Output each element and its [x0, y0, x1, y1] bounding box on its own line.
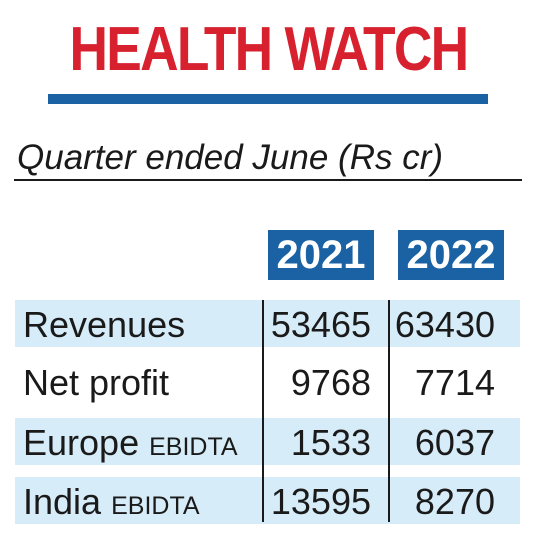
table-row: India EBIDTA 13595 8270	[15, 477, 520, 524]
value-2021: 13595	[270, 481, 371, 522]
row-background	[15, 418, 520, 465]
table-row: Europe EBIDTA 1533 6037	[15, 418, 520, 465]
title-underline	[48, 94, 488, 104]
row-label-suffix: EBIDTA	[111, 492, 200, 520]
row-label-text: India	[23, 481, 102, 522]
column-header-2021: 2021	[268, 230, 374, 280]
value-2021: 53465	[270, 304, 371, 345]
chart-title: HEALTH WATCH	[69, 15, 470, 84]
value-2021: 1533	[290, 422, 371, 463]
table-row: Net profit 9768 7714	[15, 358, 520, 405]
subtitle-underline	[14, 179, 522, 181]
row-background	[15, 477, 520, 524]
row-label-text: Revenues	[23, 304, 186, 345]
row-background	[15, 300, 520, 347]
value-2022: 63430	[394, 304, 495, 345]
value-2021: 9768	[290, 362, 371, 403]
row-label-suffix: EBIDTA	[149, 433, 238, 461]
table-row: Revenues 53465 63430	[15, 300, 520, 347]
row-label: Revenues	[23, 300, 185, 347]
value-2022: 6037	[414, 422, 495, 463]
value-2022: 7714	[414, 362, 495, 403]
row-label: India EBIDTA	[23, 477, 200, 524]
row-label: Net profit	[23, 358, 169, 405]
row-label: Europe EBIDTA	[23, 418, 238, 465]
value-2022: 8270	[414, 481, 495, 522]
row-label-text: Europe	[23, 422, 140, 463]
column-divider-right	[388, 300, 390, 522]
column-header-2022: 2022	[398, 230, 504, 280]
row-label-text: Net profit	[23, 362, 170, 403]
chart-subtitle: Quarter ended June (Rs cr)	[17, 138, 444, 177]
column-divider-left	[262, 300, 264, 522]
